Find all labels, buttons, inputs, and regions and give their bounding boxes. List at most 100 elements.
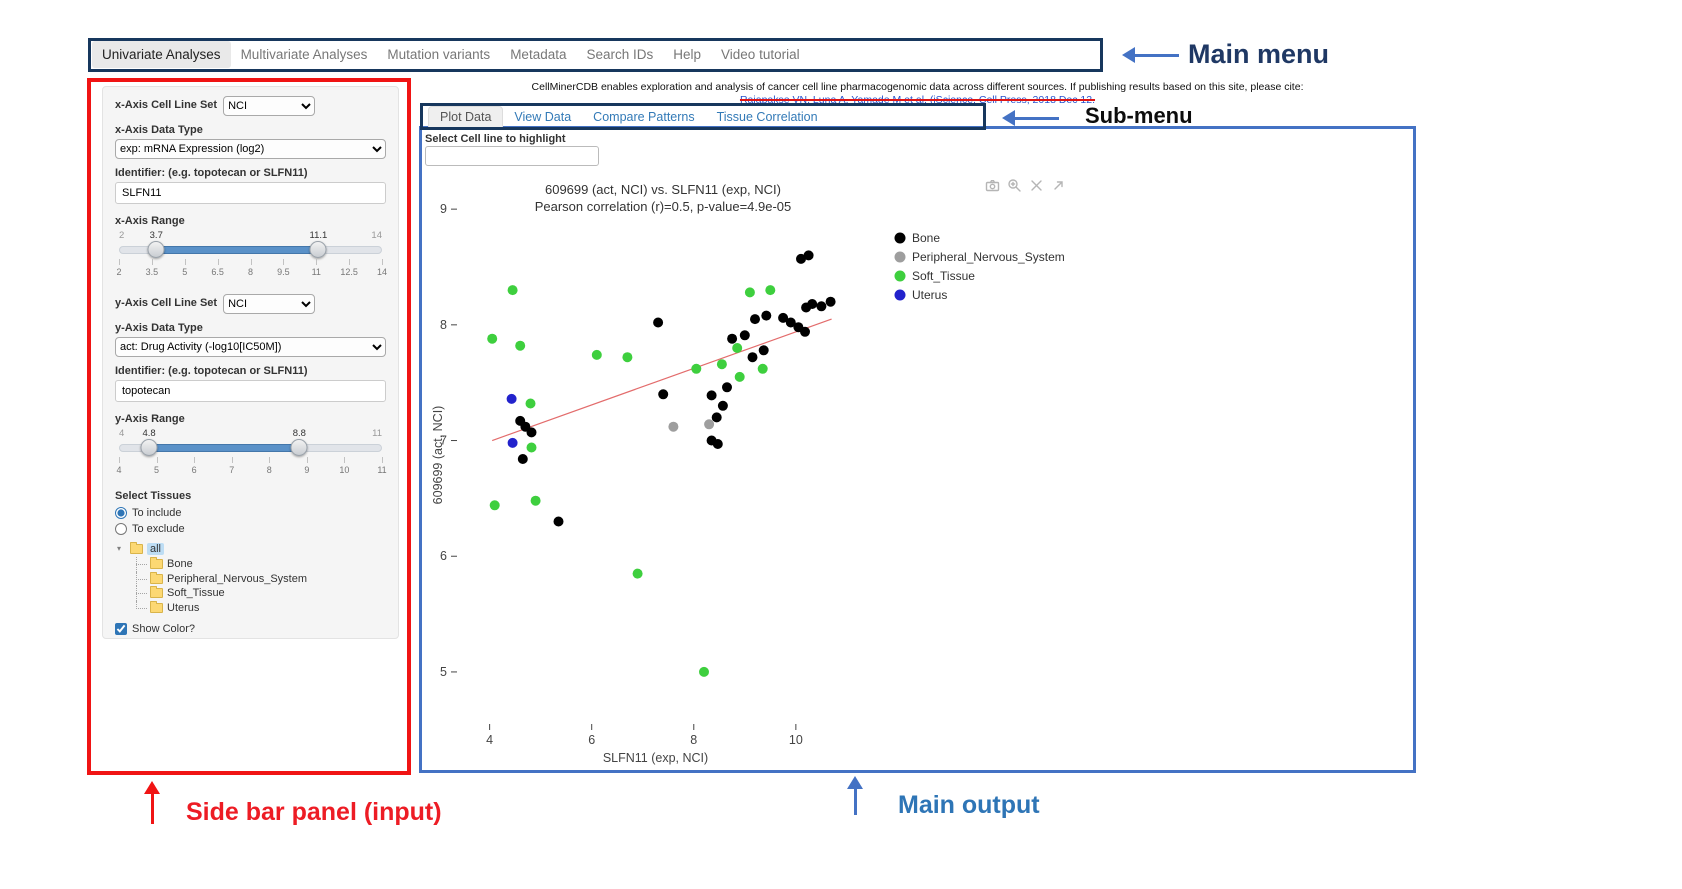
tissue-include-radio[interactable]: [115, 506, 127, 519]
share-icon[interactable]: [1051, 178, 1066, 193]
main-menu-item-video-tutorial[interactable]: Video tutorial: [721, 47, 800, 62]
data-point-bone[interactable]: [717, 400, 728, 411]
tissue-exclude-radio[interactable]: [115, 522, 127, 535]
data-point-uterus[interactable]: [507, 437, 518, 448]
y-axis-cell-line-set-select[interactable]: NCI: [223, 294, 316, 314]
data-point-bone[interactable]: [758, 345, 769, 356]
data-point-soft_tissue[interactable]: [699, 666, 709, 677]
slider-handle[interactable]: [309, 241, 327, 258]
data-point-bone[interactable]: [803, 250, 814, 261]
data-point-soft_tissue[interactable]: [622, 352, 633, 363]
data-point-bone[interactable]: [807, 299, 818, 309]
legend-label[interactable]: Bone: [912, 231, 940, 245]
main-menu-item-mutation-variants[interactable]: Mutation variants: [387, 47, 491, 62]
y-axis-identifier-input[interactable]: [115, 380, 386, 402]
data-point-bone[interactable]: [739, 330, 750, 341]
tree-root-node[interactable]: ▾ all: [117, 540, 386, 557]
data-point-bone[interactable]: [747, 352, 758, 363]
data-point-bone[interactable]: [727, 333, 738, 344]
main-menu-item-univariate-analyses[interactable]: Univariate Analyses: [92, 41, 231, 68]
scatter-plot[interactable]: 609699 (act, NCI) vs. SLFN11 (exp, NCI) P…: [430, 172, 1080, 772]
data-point-bone[interactable]: [761, 310, 772, 321]
data-point-soft_tissue[interactable]: [765, 285, 776, 296]
data-point-soft_tissue[interactable]: [489, 500, 500, 511]
y-axis-range-slider[interactable]: 4 11 4.8 8.8 4 5 6 7 8 9 10 11: [116, 428, 387, 475]
data-point-uterus[interactable]: [506, 393, 517, 404]
data-point-soft_tissue[interactable]: [507, 285, 518, 296]
slider-handle[interactable]: [290, 439, 308, 456]
zoom-in-icon[interactable]: [1007, 178, 1022, 193]
tissue-exclude-radio-row[interactable]: To exclude: [115, 521, 386, 536]
main-menu-item-multivariate-analyses[interactable]: Multivariate Analyses: [240, 47, 368, 62]
data-point-soft_tissue[interactable]: [530, 495, 541, 506]
data-point-bone[interactable]: [526, 427, 537, 438]
data-point-bone[interactable]: [750, 314, 760, 325]
slider-handle[interactable]: [140, 439, 158, 456]
data-point-bone[interactable]: [653, 317, 664, 328]
data-point-soft_tissue[interactable]: [487, 333, 498, 344]
data-point-bone[interactable]: [825, 296, 836, 307]
data-point-soft_tissue[interactable]: [734, 371, 745, 382]
close-icon[interactable]: [1029, 178, 1044, 193]
y-axis-identifier-label: Identifier: (e.g. topotecan or SLFN11): [115, 365, 308, 377]
data-point-bone[interactable]: [517, 454, 528, 464]
tree-node-bone[interactable]: Bone: [130, 557, 386, 572]
tree-node-uterus[interactable]: Uterus: [130, 600, 386, 616]
main-menu-item-metadata[interactable]: Metadata: [510, 47, 567, 62]
data-point-soft_tissue[interactable]: [691, 363, 702, 374]
data-point-soft_tissue[interactable]: [732, 343, 743, 353]
citation-link[interactable]: Rajapakse VN, Luna A, Yamade M et al. (i…: [739, 94, 1096, 106]
main-menu-item-search-ids[interactable]: Search IDs: [586, 47, 654, 62]
data-point-soft_tissue[interactable]: [515, 340, 526, 351]
data-point-bone[interactable]: [722, 382, 732, 393]
legend-swatch[interactable]: [894, 289, 906, 301]
tree-root-label: all: [147, 542, 165, 555]
show-color-row[interactable]: Show Color?: [115, 623, 386, 635]
legend-label[interactable]: Peripheral_Nervous_System: [912, 250, 1065, 264]
main-menu-item-help[interactable]: Help: [673, 47, 702, 62]
citation-link-row: Rajapakse VN, Luna A, Yamade M et al. (i…: [420, 94, 1415, 106]
data-point-bone[interactable]: [553, 516, 564, 527]
camera-icon[interactable]: [985, 178, 1000, 193]
data-point-peripheral_nervous_system[interactable]: [704, 419, 715, 430]
tree-node-soft_tissue[interactable]: Soft_Tissue: [130, 586, 386, 601]
data-point-bone[interactable]: [711, 412, 722, 423]
slider-handle[interactable]: [147, 241, 165, 258]
legend-swatch[interactable]: [894, 232, 906, 244]
data-point-soft_tissue[interactable]: [757, 363, 768, 374]
data-point-bone[interactable]: [785, 317, 796, 328]
data-point-bone[interactable]: [778, 312, 789, 323]
data-point-bone[interactable]: [796, 253, 806, 264]
tab-view-data[interactable]: View Data: [514, 110, 572, 124]
tree-node-peripheral_nervous_system[interactable]: Peripheral_Nervous_System: [130, 571, 386, 587]
data-point-soft_tissue[interactable]: [632, 568, 643, 579]
tissue-tree-include[interactable]: ▾ all Bone Peripheral_Nervous_System Soft_Ti…: [117, 540, 386, 615]
highlight-cell-line-input[interactable]: [425, 146, 599, 166]
data-point-bone[interactable]: [816, 301, 827, 312]
tab-tissue-correlation[interactable]: Tissue Correlation: [716, 110, 818, 124]
show-color-checkbox[interactable]: [115, 623, 127, 635]
data-point-peripheral_nervous_system[interactable]: [668, 421, 679, 432]
tab-compare-patterns[interactable]: Compare Patterns: [593, 110, 695, 124]
data-point-bone[interactable]: [712, 439, 723, 449]
legend-label[interactable]: Soft_Tissue: [912, 269, 975, 283]
y-axis-data-type-select[interactable]: act: Drug Activity (-log10[IC50M]): [115, 337, 386, 357]
data-point-bone[interactable]: [800, 326, 810, 337]
data-point-bone[interactable]: [658, 389, 669, 400]
x-axis-identifier-input[interactable]: [115, 182, 386, 204]
x-axis-identifier-label: Identifier: (e.g. topotecan or SLFN11): [115, 167, 308, 179]
legend-swatch[interactable]: [894, 251, 906, 263]
legend-label[interactable]: Uterus: [912, 288, 947, 302]
data-point-soft_tissue[interactable]: [716, 359, 727, 370]
data-point-soft_tissue[interactable]: [591, 349, 602, 360]
data-point-soft_tissue[interactable]: [526, 442, 537, 453]
x-axis-cell-line-set-select[interactable]: NCI: [223, 96, 316, 116]
legend-swatch[interactable]: [894, 270, 906, 282]
tissue-include-radio-row[interactable]: To include: [115, 505, 386, 520]
data-point-bone[interactable]: [706, 390, 717, 401]
x-axis-range-slider[interactable]: 2 14 3.7 11.1 2 3.5 5 6.5 8 9.5 11 12.5 14: [116, 230, 388, 277]
tab-plot-data[interactable]: Plot Data: [428, 106, 504, 128]
x-axis-data-type-select[interactable]: exp: mRNA Expression (log2): [115, 139, 386, 159]
data-point-soft_tissue[interactable]: [744, 287, 755, 298]
data-point-soft_tissue[interactable]: [525, 398, 536, 409]
